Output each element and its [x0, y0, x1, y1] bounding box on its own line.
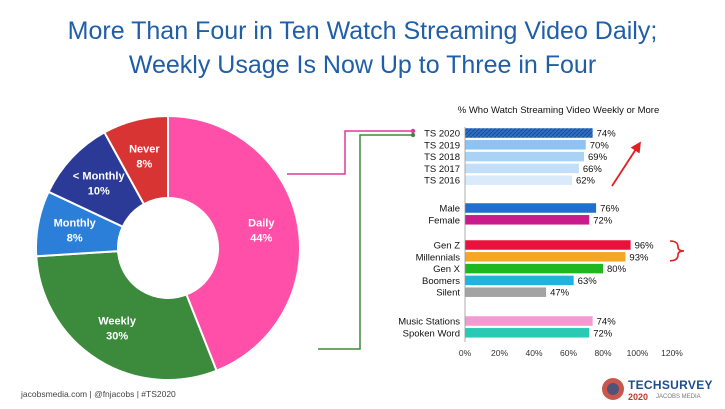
- bar-spoken-word: [465, 328, 590, 338]
- trend-arrow-icon: [611, 141, 641, 187]
- donut-slice-weekly: [35, 250, 218, 381]
- donut-slice-daily: [167, 114, 301, 373]
- value-label: 74%: [597, 129, 617, 140]
- value-label: 72%: [593, 328, 613, 339]
- category-label: Silent: [436, 288, 460, 299]
- connector-dot: [410, 128, 416, 134]
- donut-label: Monthly: [54, 218, 97, 230]
- x-tick-label: 40%: [525, 348, 542, 358]
- value-label: 69%: [588, 152, 608, 163]
- category-label: Millennials: [416, 252, 461, 263]
- category-label: Gen Z: [434, 241, 461, 252]
- value-label: 80%: [607, 264, 627, 275]
- value-label: 72%: [593, 215, 613, 226]
- category-label: Spoken Word: [403, 328, 460, 339]
- donut-slice-never: [103, 114, 169, 206]
- bar-music-stations: [465, 316, 593, 326]
- bar-gen-z: [465, 240, 631, 250]
- title-line-1: More Than Four in Ten Watch Streaming Vi…: [67, 17, 658, 45]
- donut-label: Never: [129, 143, 160, 155]
- bar-ts-2017: [465, 163, 579, 174]
- value-label: 76%: [600, 204, 620, 215]
- category-label: TS 2016: [424, 176, 460, 187]
- category-label: Music Stations: [398, 317, 460, 328]
- category-label: Female: [428, 215, 460, 226]
- category-label: TS 2020: [424, 129, 460, 140]
- value-label: 66%: [583, 164, 603, 175]
- bar-millennials: [465, 252, 626, 262]
- title-line-2: Weekly Usage Is Now Up to Three in Four: [128, 51, 597, 79]
- value-label: 93%: [629, 252, 649, 263]
- connector-daily: [287, 130, 413, 175]
- bar-chart-title: % Who Watch Streaming Video Weekly or Mo…: [458, 105, 660, 116]
- value-label: 62%: [576, 176, 596, 187]
- x-tick-label: 100%: [627, 348, 649, 358]
- category-label: TS 2019: [424, 140, 460, 151]
- logo-word: TECHSURVEY: [628, 378, 713, 392]
- x-tick-label: 120%: [661, 348, 683, 358]
- donut-label: Weekly: [98, 316, 137, 328]
- bar-ts-2019: [465, 140, 586, 150]
- bar-gen-x: [465, 263, 603, 274]
- category-label: Boomers: [422, 276, 460, 287]
- category-label: Male: [439, 204, 460, 215]
- donut-label: 44%: [250, 233, 272, 245]
- bar-silent: [465, 287, 547, 297]
- donut-label: < Monthly: [73, 170, 126, 182]
- bar-female: [465, 215, 590, 225]
- footer-text: jacobsmedia.com | @fnjacobs | #TS2020: [21, 389, 176, 399]
- category-label: TS 2018: [424, 152, 460, 163]
- value-label: 63%: [578, 276, 598, 287]
- globe-icon: [602, 378, 624, 400]
- bar-ts-2016: [465, 175, 572, 185]
- bar-boomers: [465, 275, 574, 286]
- value-label: 74%: [597, 317, 617, 328]
- donut-label: Daily: [248, 218, 275, 230]
- x-tick-label: 60%: [560, 348, 577, 358]
- donut-label: 30%: [106, 331, 128, 343]
- bar-male: [465, 203, 597, 213]
- category-label: Gen X: [433, 264, 461, 275]
- category-label: TS 2017: [424, 164, 460, 175]
- bar-chart: % Who Watch Streaming Video Weekly or Mo…: [398, 105, 683, 358]
- value-label: 47%: [550, 288, 570, 299]
- bar-ts-2020: [465, 128, 593, 138]
- techsurvey-logo: TECHSURVEY 2020 JACOBS MEDIA: [600, 374, 720, 406]
- value-label: 70%: [590, 140, 610, 151]
- bar-ts-2018: [465, 151, 585, 162]
- donut-label: 10%: [88, 185, 110, 197]
- x-tick-label: 80%: [594, 348, 611, 358]
- x-tick-label: 0%: [459, 348, 472, 358]
- donut-label: 8%: [67, 233, 83, 245]
- logo-sub: JACOBS MEDIA: [656, 394, 701, 400]
- donut-label: 8%: [136, 158, 152, 170]
- x-tick-label: 20%: [491, 348, 508, 358]
- donut-chart: Daily 44% Weekly 30% Monthly 8% < Monthly 10% Ne…: [35, 114, 301, 381]
- connector-dot: [410, 132, 416, 138]
- logo-year: 2020: [628, 392, 649, 402]
- value-label: 96%: [635, 241, 655, 252]
- bracket-icon: [669, 240, 685, 262]
- connector-weekly: [318, 134, 413, 350]
